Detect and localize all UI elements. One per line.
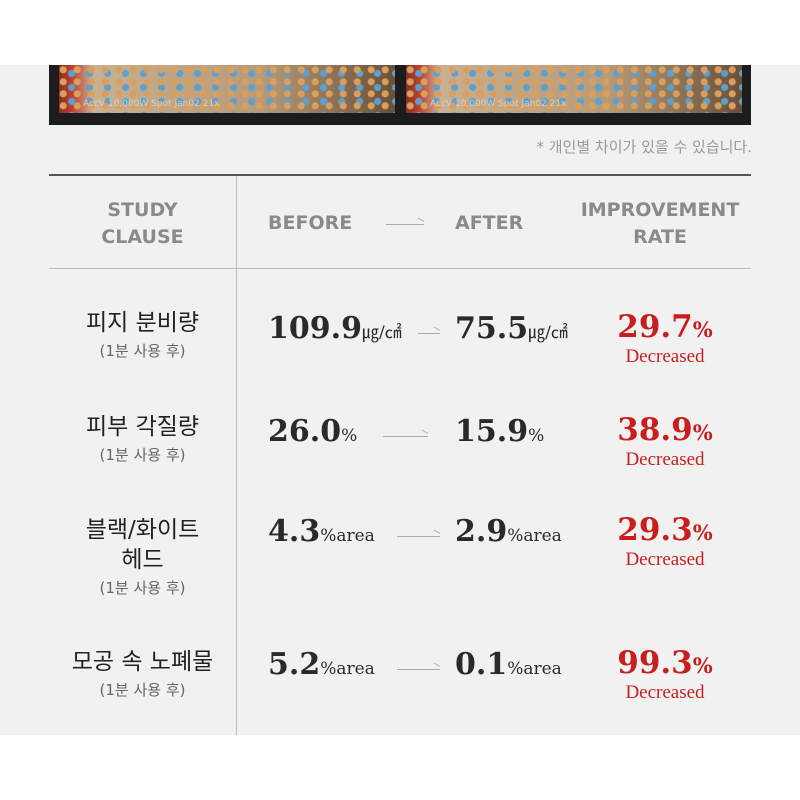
rate-status: Decreased — [625, 346, 705, 367]
rate-value: 29.3 — [617, 512, 693, 548]
improvement-rate: 38.9% Decreased — [590, 412, 740, 472]
after-unit: % — [528, 426, 545, 446]
header-after: AFTER — [455, 212, 524, 234]
rate-percent: % — [692, 317, 713, 342]
before-number: 5.2 — [268, 647, 321, 682]
after-number: 2.9 — [455, 514, 508, 549]
row-label-text: 블랙/화이트 헤드 — [85, 517, 200, 573]
row-sublabel: (1분 사용 후) — [99, 342, 186, 360]
arrow-icon — [397, 669, 440, 670]
row-label-text: 모공 속 노폐물 — [71, 649, 214, 675]
row-sublabel: (1분 사용 후) — [99, 579, 186, 597]
before-unit: ㎍/㎠ — [361, 323, 402, 343]
after-number: 0.1 — [455, 647, 508, 682]
before-unit: % — [341, 426, 358, 446]
after-number: 75.5 — [455, 311, 529, 346]
rate-value: 99.3 — [617, 645, 693, 681]
header-before: BEFORE — [268, 212, 353, 234]
before-number: 109.9 — [268, 311, 362, 346]
header-divider — [49, 268, 751, 269]
improvement-rate: 99.3% Decreased — [590, 645, 740, 705]
improvement-rate: 29.3% Decreased — [590, 512, 740, 572]
content-panel — [0, 65, 800, 735]
arrow-icon — [383, 436, 428, 437]
column-divider — [236, 176, 237, 735]
row-label: 블랙/화이트 헤드 (1분 사용 후) — [49, 515, 236, 601]
improvement-rate: 29.7% Decreased — [590, 309, 740, 369]
rate-percent: % — [692, 653, 713, 678]
row-label-text: 피부 각질량 — [85, 414, 200, 440]
before-image: AccV 10,000W Spot Jan02 21x — [59, 65, 395, 113]
before-unit: %area — [320, 526, 375, 546]
after-value: 0.1%area — [455, 647, 562, 682]
row-label: 모공 속 노폐물 (1분 사용 후) — [49, 647, 236, 703]
rate-status: Decreased — [625, 549, 705, 570]
before-unit: %area — [320, 659, 375, 679]
row-label: 피부 각질량 (1분 사용 후) — [49, 412, 236, 468]
comparison-images: AccV 10,000W Spot Jan02 21x AccV 10,000W… — [49, 65, 751, 125]
rate-status: Decreased — [625, 682, 705, 703]
image-caption: AccV 10,000W Spot Jan02 21x — [83, 99, 220, 109]
disclaimer-note: * 개인별 차이가 있을 수 있습니다. — [536, 138, 752, 156]
row-sublabel: (1분 사용 후) — [99, 446, 186, 464]
after-number: 15.9 — [455, 414, 529, 449]
before-value: 4.3%area — [268, 514, 375, 549]
after-unit: %area — [507, 526, 562, 546]
after-value: 2.9%area — [455, 514, 562, 549]
rate-percent: % — [692, 520, 713, 545]
after-value: 75.5㎍/㎠ — [455, 311, 568, 346]
before-value: 5.2%area — [268, 647, 375, 682]
after-image: AccV 10,000W Spot Jan02 21x — [406, 65, 742, 113]
after-unit: ㎍/㎠ — [528, 323, 568, 343]
arrow-icon — [397, 536, 440, 537]
image-caption: AccV 10,000W Spot Jan02 21x — [430, 99, 567, 109]
row-label-text: 피지 분비량 — [85, 310, 200, 336]
row-sublabel: (1분 사용 후) — [99, 681, 186, 699]
header-study-clause: STUDY CLAUSE — [101, 199, 184, 248]
header-improvement-rate: IMPROVEMENT RATE — [580, 199, 740, 248]
rate-value: 29.7 — [617, 309, 693, 345]
rate-status: Decreased — [625, 449, 705, 470]
before-number: 26.0 — [268, 414, 342, 449]
table-top-border — [49, 174, 751, 176]
rate-percent: % — [692, 420, 713, 445]
after-unit: %area — [507, 659, 562, 679]
before-number: 4.3 — [268, 514, 321, 549]
rate-value: 38.9 — [617, 412, 693, 448]
before-value: 109.9㎍/㎠ — [268, 311, 402, 346]
row-label: 피지 분비량 (1분 사용 후) — [49, 308, 236, 364]
arrow-icon — [418, 333, 440, 334]
arrow-icon — [386, 224, 424, 225]
before-value: 26.0% — [268, 414, 357, 449]
after-value: 15.9% — [455, 414, 544, 449]
